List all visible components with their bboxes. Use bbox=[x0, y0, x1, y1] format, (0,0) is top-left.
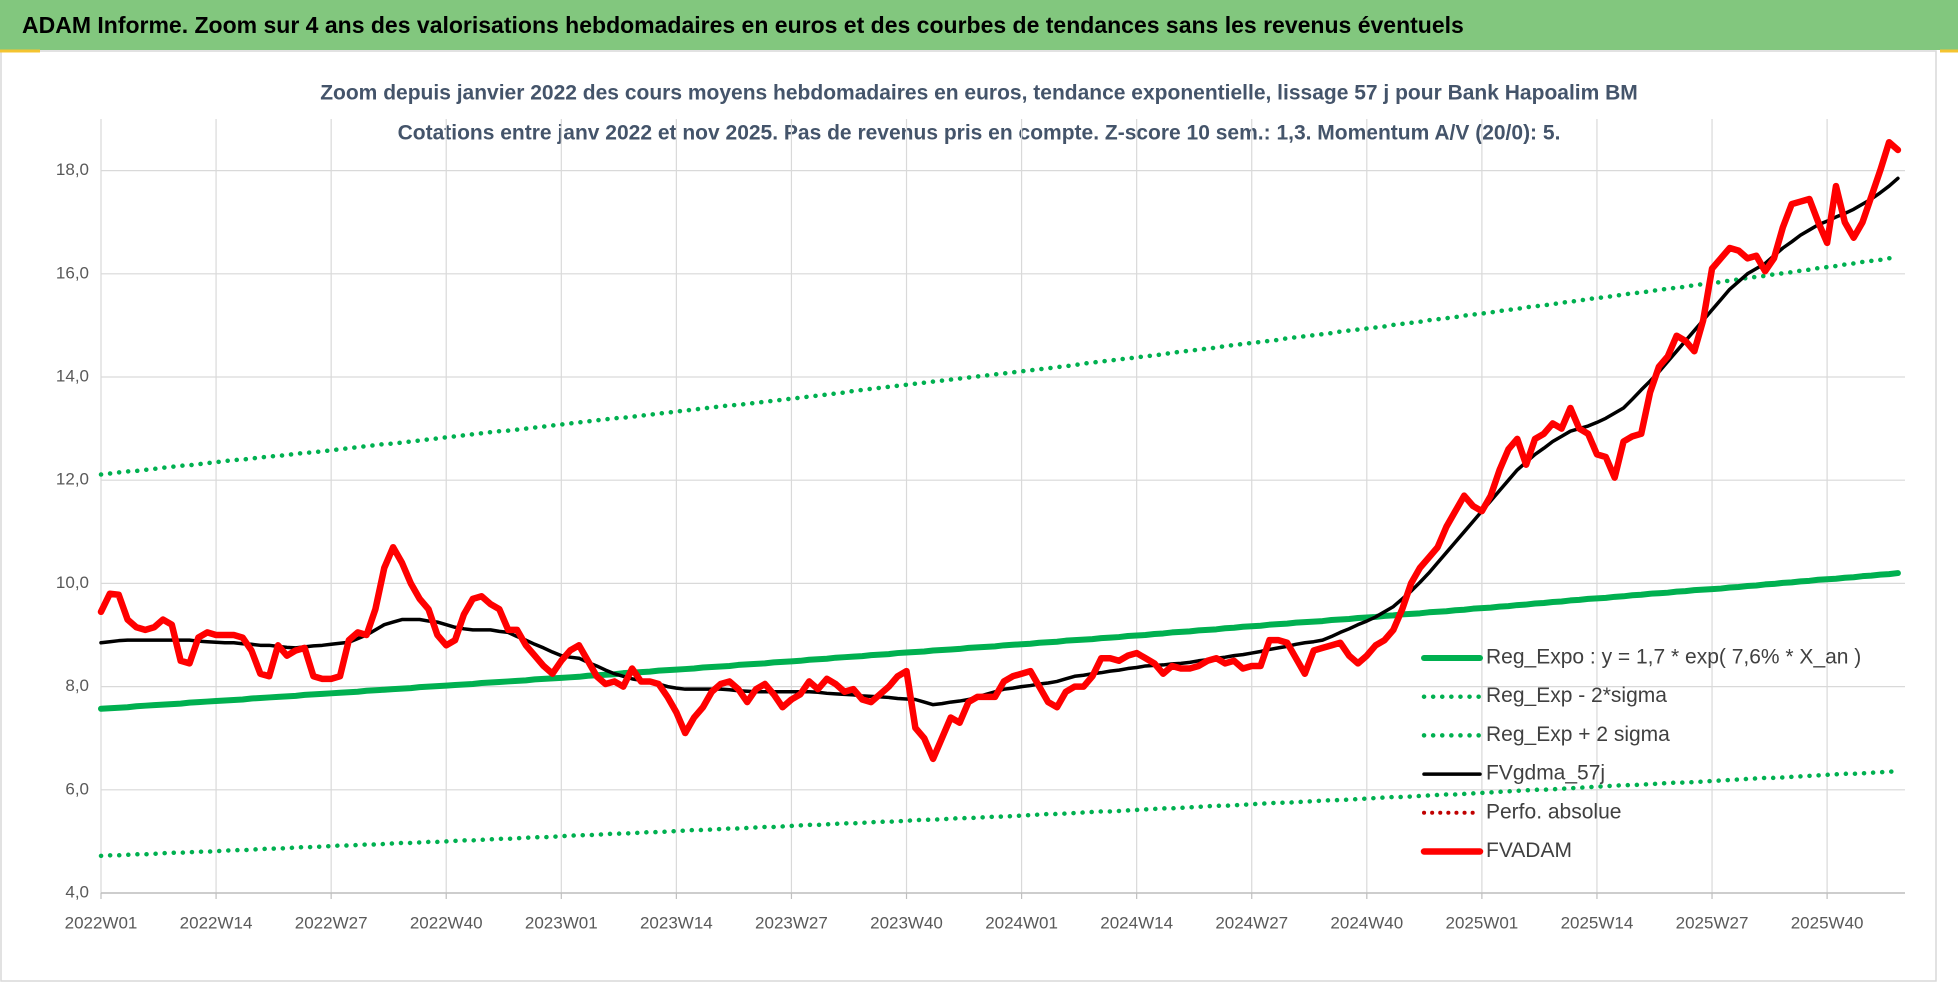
legend-label: Reg_Exp - 2*sigma bbox=[1486, 684, 1667, 707]
y-tick-label: 10,0 bbox=[56, 573, 89, 592]
header-title: ADAM Informe. Zoom sur 4 ans des valoris… bbox=[22, 12, 1464, 38]
legend-label: FVADAM bbox=[1486, 839, 1572, 862]
legend-label: FVgdma_57j bbox=[1486, 762, 1605, 785]
x-tick-label: 2024W14 bbox=[1100, 913, 1173, 932]
x-tick-label: 2023W01 bbox=[525, 913, 598, 932]
x-tick-label: 2025W01 bbox=[1445, 913, 1518, 932]
x-tick-label: 2022W40 bbox=[410, 913, 483, 932]
x-tick-label: 2022W27 bbox=[295, 913, 368, 932]
y-tick-label: 12,0 bbox=[56, 470, 89, 489]
x-tick-label: 2023W14 bbox=[640, 913, 713, 932]
series-line bbox=[97, 138, 1902, 763]
y-tick-label: 8,0 bbox=[65, 676, 89, 695]
series-line bbox=[98, 768, 1901, 859]
y-tick-label: 18,0 bbox=[56, 160, 89, 179]
series-line bbox=[98, 570, 1901, 712]
x-tick-label: 2022W14 bbox=[180, 913, 253, 932]
legend-label: Perfo. absolue bbox=[1486, 800, 1621, 823]
chart-title: Zoom depuis janvier 2022 des cours moyen… bbox=[320, 82, 1638, 105]
legend-label: Reg_Exp + 2 sigma bbox=[1486, 723, 1670, 746]
y-tick-label: 16,0 bbox=[56, 263, 89, 282]
chart-frame bbox=[0, 50, 1937, 982]
x-tick-label: 2022W01 bbox=[65, 913, 138, 932]
plot-area: 4,0 6,0 8,0 10,0 12,0 14,0 16,0 18,0 2022W01 2022… bbox=[56, 119, 1905, 932]
y-tick-label: 6,0 bbox=[65, 779, 89, 798]
x-tick-label: 2024W01 bbox=[985, 913, 1058, 932]
x-tick-label: 2023W40 bbox=[870, 913, 943, 932]
series-line bbox=[98, 255, 1901, 477]
chart-subtitle: Cotations entre janv 2022 et nov 2025. P… bbox=[398, 122, 1561, 145]
y-tick-label: 14,0 bbox=[56, 366, 89, 385]
x-tick-label: 2024W40 bbox=[1330, 913, 1403, 932]
x-tick-label: 2025W40 bbox=[1791, 913, 1864, 932]
legend-label: Reg_Expo : y = 1,7 * exp( 7,6% * X_an ) bbox=[1486, 646, 1861, 669]
x-tick-label: 2025W27 bbox=[1676, 913, 1749, 932]
x-tick-label: 2024W27 bbox=[1215, 913, 1288, 932]
y-tick-label: 4,0 bbox=[65, 882, 89, 901]
x-tick-label: 2025W14 bbox=[1561, 913, 1634, 932]
x-tick-label: 2023W27 bbox=[755, 913, 828, 932]
header-bar bbox=[0, 0, 1958, 50]
